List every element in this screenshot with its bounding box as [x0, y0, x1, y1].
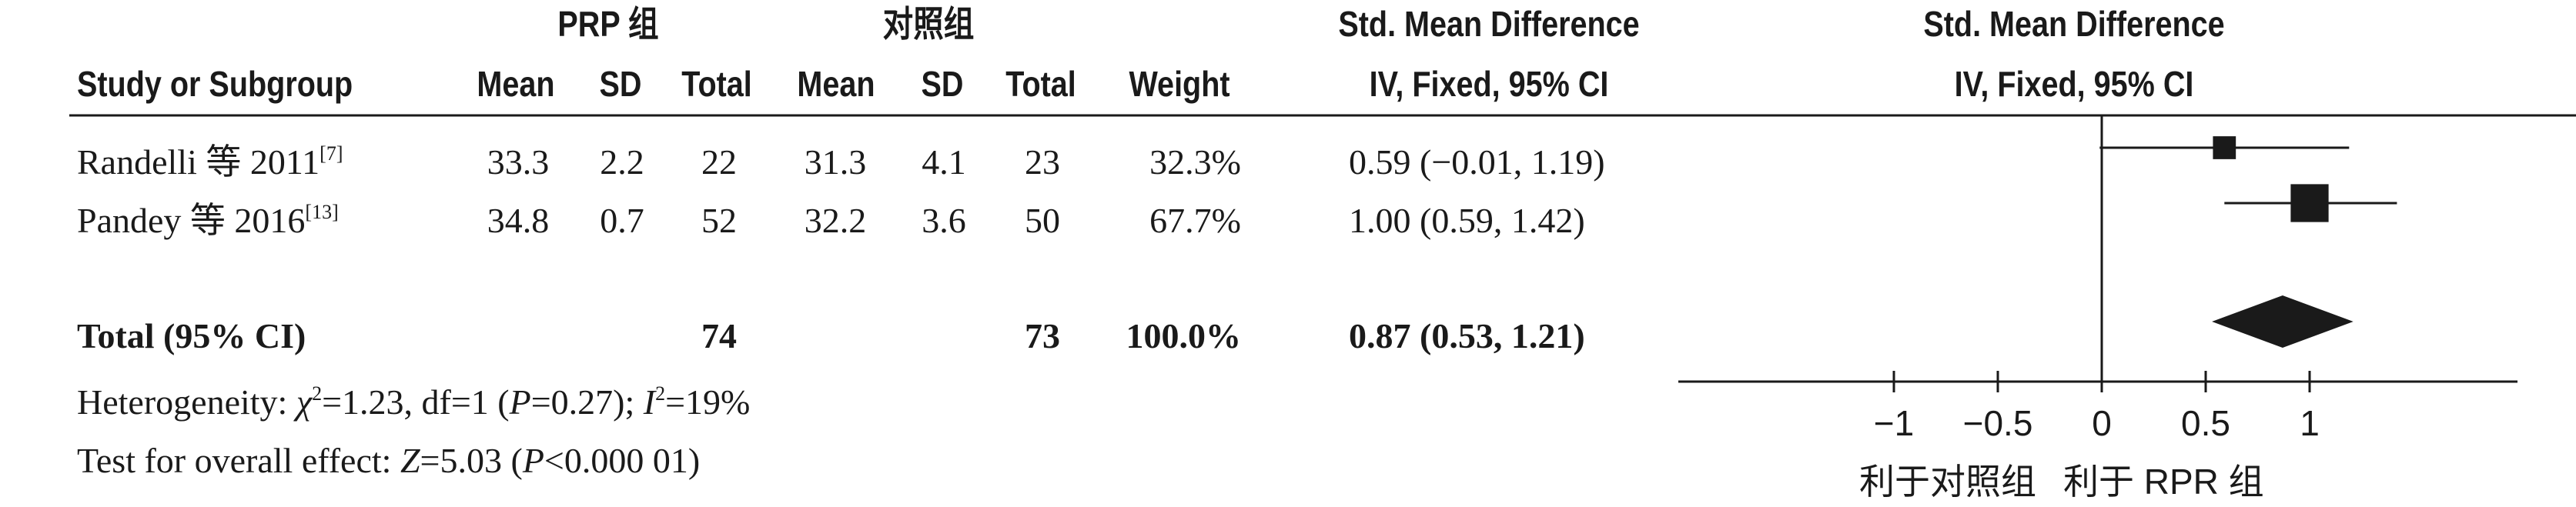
- reference-marker: [13]: [305, 201, 339, 223]
- control-sd-cell: 3.6: [922, 201, 966, 240]
- x-axis-tick-label: 0.5: [2181, 403, 2230, 443]
- study-name-text: Pandey 等 2016: [77, 201, 306, 240]
- total-weight-cell: 100.0%: [1126, 316, 1242, 355]
- prp-total-cell: 22: [701, 142, 737, 182]
- column-header-control-total: Total: [1005, 64, 1076, 104]
- column-header-control-mean: Mean: [797, 64, 875, 104]
- x-axis-tick-label: 0: [2092, 403, 2112, 443]
- p-symbol: P: [509, 382, 531, 422]
- overall-prefix: Test for overall effect:: [77, 441, 400, 480]
- prp-mean-cell: 33.3: [487, 142, 550, 182]
- prp-sd-cell: 2.2: [600, 142, 644, 182]
- heterogeneity-prefix: Heterogeneity:: [77, 382, 296, 422]
- control-total-cell: 23: [1025, 142, 1060, 182]
- chi-symbol: χ: [296, 382, 313, 422]
- prp-sd-cell: 0.7: [600, 201, 644, 240]
- study-name-pandey: Pandey 等 2016[13]: [77, 201, 339, 240]
- weight-cell: 32.3%: [1149, 142, 1241, 182]
- effect-ci-cell: 0.59 (−0.01, 1.19): [1349, 142, 1605, 182]
- prp-group-header: PRP 组: [557, 4, 659, 44]
- x-axis-tick-label: −1: [1874, 403, 1914, 443]
- total-control-cell: 73: [1025, 316, 1060, 355]
- control-mean-cell: 31.3: [804, 142, 867, 182]
- column-header-prp-sd: SD: [599, 64, 642, 104]
- study-name-text: Randelli 等 2011: [77, 142, 320, 182]
- heterogeneity-text: Heterogeneity: χ2=1.23, df=1 (P=0.27); I…: [77, 382, 751, 422]
- study-name-randelli: Randelli 等 2011[7]: [77, 142, 343, 182]
- plot-method-header: IV, Fixed, 95% CI: [1954, 64, 2194, 104]
- total-effect-ci-cell: 0.87 (0.53, 1.21): [1349, 316, 1585, 355]
- study-effect-square: [2290, 184, 2329, 222]
- x-axis-tick-label: 1: [2300, 403, 2320, 443]
- control-mean-cell: 32.2: [804, 201, 867, 240]
- control-total-cell: 50: [1025, 201, 1060, 240]
- prp-mean-cell: 34.8: [487, 201, 550, 240]
- i-symbol: I: [643, 382, 656, 422]
- smd-column-title: Std. Mean Difference: [1338, 4, 1640, 44]
- total-prp-cell: 74: [701, 316, 737, 355]
- column-header-weight: Weight: [1129, 64, 1230, 104]
- control-sd-cell: 4.1: [922, 142, 966, 182]
- effect-ci-cell: 1.00 (0.59, 1.42): [1349, 201, 1585, 240]
- study-effect-square: [2213, 136, 2236, 159]
- p-value: <0.000 01): [544, 441, 701, 480]
- column-header-prp-mean: Mean: [477, 64, 555, 104]
- reference-marker: [7]: [319, 142, 343, 165]
- plot-column-title: Std. Mean Difference: [1923, 4, 2225, 44]
- control-group-header: 对照组: [882, 4, 975, 44]
- smd-method-header: IV, Fixed, 95% CI: [1369, 64, 1609, 104]
- x-axis-tick-label: −0.5: [1963, 403, 2033, 443]
- p-symbol: P: [522, 441, 544, 480]
- axis-left-label: 利于对照组: [1859, 462, 2036, 502]
- column-header-study: Study or Subgroup: [77, 64, 353, 104]
- z-value: =5.03 (: [420, 441, 523, 480]
- i-exponent: 2: [655, 382, 666, 405]
- overall-effect-text: Test for overall effect: Z=5.03 (P<0.000…: [77, 443, 700, 479]
- prp-total-cell: 52: [701, 201, 737, 240]
- chi-exponent: 2: [312, 382, 323, 405]
- weight-cell: 67.7%: [1149, 201, 1241, 240]
- total-label: Total (95% CI): [77, 316, 306, 355]
- column-header-prp-total: Total: [681, 64, 752, 104]
- column-header-control-sd: SD: [921, 64, 964, 104]
- i-value: =19%: [665, 382, 751, 422]
- p-value: =0.27);: [530, 382, 644, 422]
- plot-marks: −1 −0.5 0 0.5 1: [1678, 115, 2517, 443]
- z-symbol: Z: [400, 441, 420, 480]
- axis-right-label: 利于 RPR 组: [2063, 462, 2264, 502]
- pooled-effect-diamond: [2212, 295, 2354, 348]
- chi-value: =1.23, df=1 (: [322, 382, 510, 422]
